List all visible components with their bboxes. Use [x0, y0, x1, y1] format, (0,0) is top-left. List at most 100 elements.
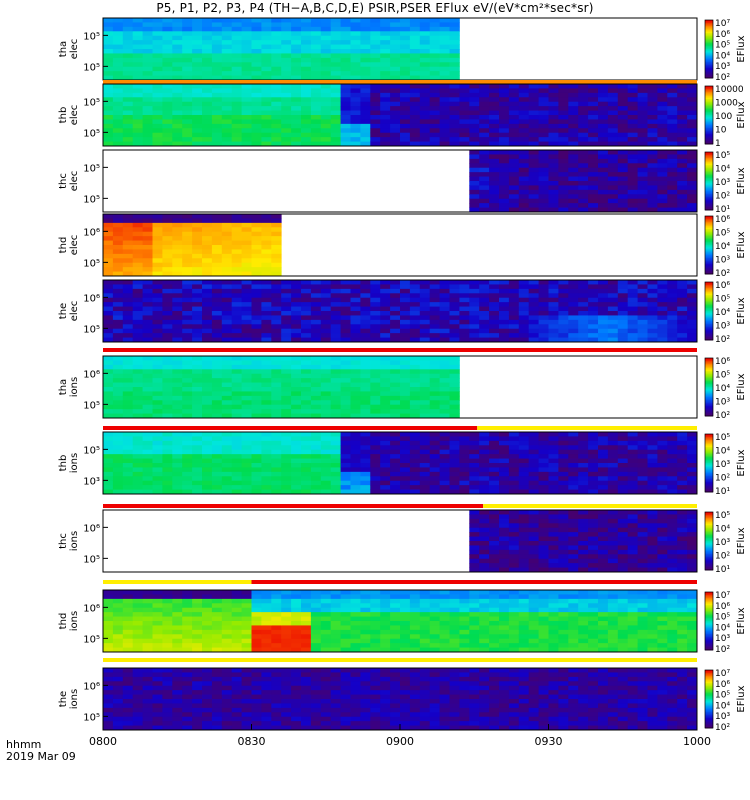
spectrogram-cell [429, 463, 440, 468]
spectrogram-cell [449, 356, 460, 361]
y-tick-label: 10⁵ [83, 62, 100, 73]
colorbar-tick-label: 10³ [715, 62, 730, 72]
spectrogram-cell [508, 137, 520, 142]
spectrogram-cell [162, 106, 173, 111]
spectrogram-cell [360, 288, 371, 294]
spectrogram-cell [528, 172, 539, 177]
spectrogram-cell [122, 44, 134, 50]
spectrogram-cell [211, 280, 223, 285]
spectrogram-cell [281, 440, 292, 446]
spectrogram-cell [103, 638, 114, 644]
spectrogram-cell [617, 172, 629, 177]
colorbar-segment [705, 247, 713, 250]
spectrogram-cell [340, 440, 351, 446]
spectrogram-cell [687, 189, 698, 195]
spectrogram-cell [182, 311, 193, 316]
spectrogram-cell [429, 92, 440, 98]
spectrogram-cell [637, 185, 648, 191]
spectrogram-cell [459, 115, 470, 120]
colorbar-segment [705, 129, 713, 132]
spectrogram-cell [439, 88, 450, 94]
spectrogram-cell [627, 123, 638, 129]
spectrogram-cell [152, 35, 163, 41]
spectrogram-cell [182, 218, 193, 224]
spectrogram-cell [499, 119, 510, 125]
spectrogram-cell [112, 218, 124, 224]
spectrogram-cell [162, 280, 173, 285]
spectrogram-cell [439, 302, 450, 307]
spectrogram-cell [122, 625, 134, 631]
spectrogram-cell [211, 101, 223, 107]
spectrogram-cell [310, 409, 322, 414]
spectrogram-cell [231, 66, 242, 72]
spectrogram-cell [469, 337, 480, 343]
spectrogram-cell [419, 485, 431, 490]
spectrogram-cell [261, 404, 272, 410]
spectrogram-cell [419, 360, 431, 366]
spectrogram-cell [251, 222, 262, 228]
spectrogram-cell [251, 333, 262, 338]
y-axis-label: elec [69, 105, 80, 126]
spectrogram-cell [479, 333, 490, 338]
spectrogram-cell [370, 57, 381, 63]
spectrogram-cell [489, 510, 500, 515]
spectrogram-cell [152, 297, 163, 303]
spectrogram-cell [588, 128, 599, 134]
spectrogram-cell [122, 638, 134, 644]
spectrogram-cell [687, 106, 698, 111]
spectrogram-cell [598, 324, 609, 330]
spectrogram-cell [380, 489, 391, 495]
spectrogram-cell [271, 26, 282, 32]
spectrogram-cell [221, 400, 233, 406]
colorbar-segment [705, 30, 713, 33]
spectrogram-cell [221, 236, 233, 241]
spectrogram-cell [291, 88, 302, 94]
spectrogram-cell [182, 471, 193, 477]
spectrogram-cell [400, 471, 411, 477]
spectrogram-cell [172, 440, 183, 446]
colorbar-segment [705, 490, 713, 493]
spectrogram-cell [449, 288, 460, 294]
spectrogram-cell [162, 598, 173, 604]
spectrogram-cell [281, 476, 292, 482]
spectrogram-cell [350, 35, 361, 41]
spectrogram-cell [449, 485, 460, 490]
spectrogram-cell [429, 404, 440, 410]
spectrogram-cell [271, 18, 282, 23]
spectrogram-cell [350, 333, 361, 338]
spectrogram-cell [182, 306, 193, 312]
spectrogram-cell [241, 364, 252, 370]
spectrogram-cell [409, 22, 421, 28]
spectrogram-cell [221, 364, 233, 370]
spectrogram-cell [261, 92, 272, 98]
spectrogram-cell [182, 231, 193, 237]
spectrogram-cell [469, 445, 480, 451]
spectrogram-cell [390, 440, 401, 446]
spectrogram-cell [627, 115, 638, 120]
spectrogram-cell [449, 132, 460, 138]
spectrogram-cell [221, 271, 233, 277]
spectrogram-cell [192, 62, 203, 68]
spectrogram-cell [409, 297, 421, 303]
spectrogram-cell [429, 328, 440, 334]
spectrogram-cell [617, 189, 629, 195]
spectrogram-cell [508, 489, 520, 495]
spectrogram-cell [657, 449, 668, 455]
spectrogram-cell [142, 44, 153, 50]
colorbar-segment [705, 532, 713, 535]
spectrogram-cell [508, 319, 520, 325]
colorbar-segment [705, 489, 713, 492]
spectrogram-cell [360, 432, 371, 437]
spectrogram-cell [132, 66, 143, 72]
spectrogram-cell [528, 514, 539, 520]
spectrogram-cell [518, 97, 530, 103]
spectrogram-cell [568, 476, 579, 482]
spectrogram-cell [182, 26, 193, 32]
spectrogram-cell [251, 369, 262, 375]
spectrogram-cell [152, 413, 163, 419]
spectrogram-cell [429, 413, 440, 419]
spectrogram-cell [647, 315, 658, 321]
spectrogram-cell [241, 387, 252, 392]
spectrogram-cell [489, 189, 500, 195]
spectrogram-cell [103, 137, 114, 142]
